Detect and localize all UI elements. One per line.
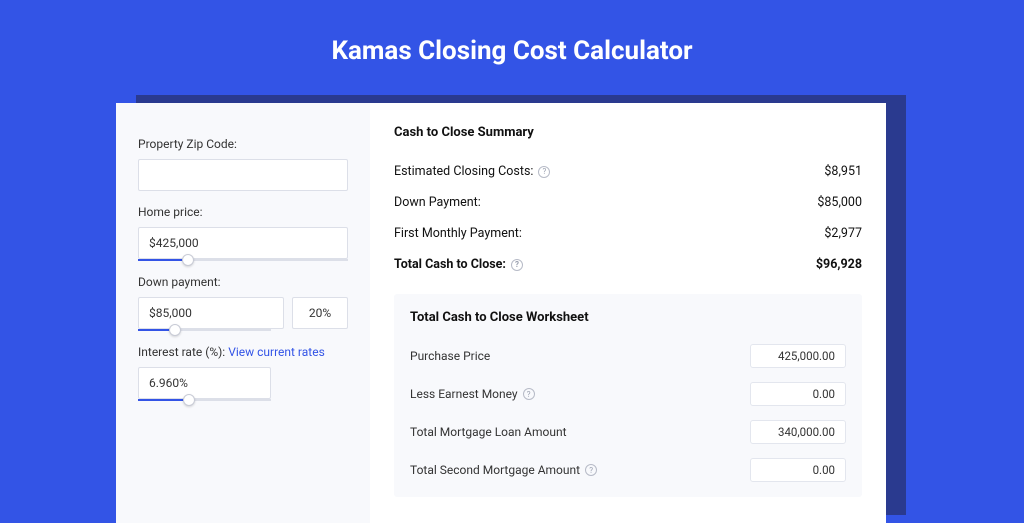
- worksheet-row-label: Less Earnest Money?: [410, 387, 535, 401]
- interest-rate-value: 6.960%: [149, 376, 188, 390]
- page-title: Kamas Closing Cost Calculator: [0, 0, 1024, 88]
- zip-label: Property Zip Code:: [138, 137, 348, 151]
- worksheet-row: Purchase Price 425,000.00: [410, 337, 846, 375]
- home-price-value: $425,000: [149, 236, 199, 250]
- summary-row-value: $8,951: [824, 164, 862, 179]
- worksheet-row-label: Purchase Price: [410, 349, 490, 363]
- summary-row-value: $96,928: [816, 257, 862, 272]
- inputs-panel: Property Zip Code: Home price: $425,000 …: [116, 103, 370, 523]
- summary-row-value: $85,000: [817, 195, 862, 210]
- worksheet-panel: Total Cash to Close Worksheet Purchase P…: [394, 294, 862, 497]
- worksheet-row-value[interactable]: 0.00: [750, 382, 846, 406]
- summary-row: Down Payment: $85,000: [394, 187, 862, 218]
- interest-rate-slider[interactable]: [138, 399, 271, 401]
- worksheet-title: Total Cash to Close Worksheet: [410, 310, 846, 325]
- home-price-slider-fill: [138, 259, 188, 261]
- down-payment-pct-value: 20%: [309, 306, 331, 320]
- down-payment-pct-input[interactable]: 20%: [292, 297, 348, 329]
- summary-row-label: First Monthly Payment:: [394, 226, 522, 241]
- summary-row-label-text: Total Cash to Close:: [394, 257, 506, 272]
- help-icon[interactable]: ?: [585, 464, 597, 476]
- calculator-card: Property Zip Code: Home price: $425,000 …: [116, 103, 886, 523]
- summary-row: Total Cash to Close:? $96,928: [394, 249, 862, 280]
- worksheet-row-label-text: Total Mortgage Loan Amount: [410, 425, 567, 439]
- help-icon[interactable]: ?: [538, 166, 550, 178]
- interest-rate-slider-thumb[interactable]: [183, 394, 195, 406]
- home-price-label: Home price:: [138, 205, 348, 219]
- home-price-field-group: Home price: $425,000: [138, 205, 348, 261]
- home-price-slider[interactable]: [138, 259, 348, 261]
- help-icon[interactable]: ?: [523, 388, 535, 400]
- down-payment-label: Down payment:: [138, 275, 348, 289]
- summary-row-label-text: Estimated Closing Costs:: [394, 164, 533, 179]
- worksheet-row-label: Total Mortgage Loan Amount: [410, 425, 567, 439]
- down-payment-slider-thumb[interactable]: [169, 324, 181, 336]
- summary-row: Estimated Closing Costs:? $8,951: [394, 156, 862, 187]
- worksheet-row: Total Mortgage Loan Amount 340,000.00: [410, 413, 846, 451]
- down-payment-slider[interactable]: [138, 329, 271, 331]
- down-payment-input[interactable]: $85,000: [138, 297, 284, 329]
- summary-title: Cash to Close Summary: [394, 125, 862, 140]
- interest-rate-label: Interest rate (%): View current rates: [138, 345, 348, 359]
- summary-row-label-text: First Monthly Payment:: [394, 226, 522, 241]
- interest-rate-label-text: Interest rate (%):: [138, 345, 228, 359]
- summary-row: First Monthly Payment: $2,977: [394, 218, 862, 249]
- worksheet-row-value[interactable]: 425,000.00: [750, 344, 846, 368]
- interest-rate-field-group: Interest rate (%): View current rates 6.…: [138, 345, 348, 401]
- worksheet-row-label-text: Total Second Mortgage Amount: [410, 463, 580, 477]
- zip-input[interactable]: [138, 159, 348, 191]
- down-payment-value: $85,000: [149, 306, 192, 320]
- summary-row-label: Down Payment:: [394, 195, 481, 210]
- worksheet-row-label: Total Second Mortgage Amount?: [410, 463, 597, 477]
- home-price-slider-thumb[interactable]: [182, 254, 194, 266]
- home-price-input[interactable]: $425,000: [138, 227, 348, 259]
- summary-row-value: $2,977: [824, 226, 862, 241]
- summary-row-label: Estimated Closing Costs:?: [394, 164, 550, 179]
- worksheet-row: Less Earnest Money? 0.00: [410, 375, 846, 413]
- help-icon[interactable]: ?: [511, 259, 523, 271]
- worksheet-row: Total Second Mortgage Amount? 0.00: [410, 451, 846, 489]
- zip-field-group: Property Zip Code:: [138, 137, 348, 191]
- worksheet-row-label-text: Purchase Price: [410, 349, 490, 363]
- worksheet-row-value[interactable]: 340,000.00: [750, 420, 846, 444]
- view-rates-link[interactable]: View current rates: [228, 345, 325, 359]
- summary-row-label: Total Cash to Close:?: [394, 257, 523, 272]
- interest-rate-slider-fill: [138, 399, 189, 401]
- interest-rate-input[interactable]: 6.960%: [138, 367, 271, 399]
- worksheet-row-value[interactable]: 0.00: [750, 458, 846, 482]
- summary-panel: Cash to Close Summary Estimated Closing …: [370, 103, 886, 523]
- summary-row-label-text: Down Payment:: [394, 195, 481, 210]
- down-payment-field-group: Down payment: $85,000 20%: [138, 275, 348, 331]
- worksheet-row-label-text: Less Earnest Money: [410, 387, 518, 401]
